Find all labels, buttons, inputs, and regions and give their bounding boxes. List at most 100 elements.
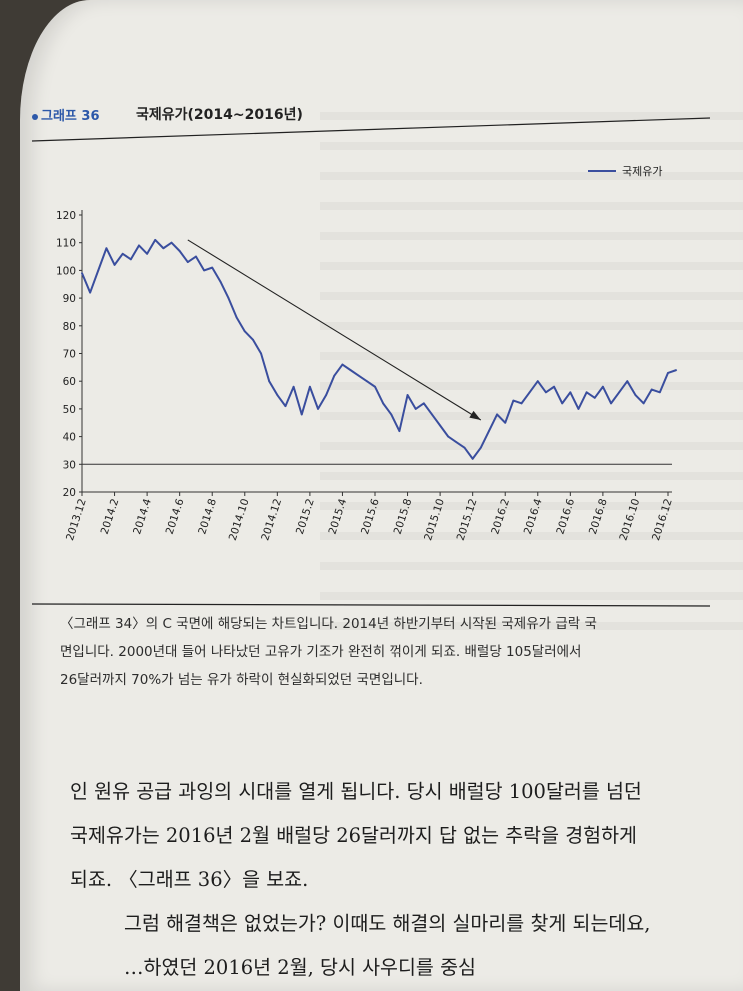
y-tick-label: 90 [63, 293, 76, 305]
data-point [520, 402, 523, 405]
data-point [374, 385, 376, 388]
data-point [406, 394, 409, 396]
x-tick-label: 2015.4 [327, 497, 350, 536]
data-point [382, 402, 385, 405]
chart-caption: 〈그래프 34〉의 C 국면에 해당되는 차트입니다. 2014년 하반기부터 … [60, 610, 720, 694]
data-point [357, 374, 360, 377]
data-point [227, 297, 230, 299]
chart-legend: 국제유가 [588, 165, 662, 178]
data-point [235, 316, 238, 319]
body-line: 그럼 해결책은 없었는가? 이때도 해결의 실마리를 찾게 되는데요, [124, 912, 651, 935]
data-point [463, 446, 466, 449]
data-point [536, 380, 539, 383]
body-line: …하였던 2016년 2월, 당시 사우디를 중심 [124, 956, 476, 979]
footer-rule [31, 603, 711, 607]
data-point [553, 385, 555, 388]
data-point [667, 371, 669, 374]
data-point [121, 252, 124, 255]
y-tick-label: 20 [63, 487, 76, 499]
data-point [675, 369, 678, 372]
y-tick-label: 110 [56, 238, 76, 250]
y-tick-label: 60 [63, 376, 76, 388]
data-point [626, 380, 629, 383]
plot-frame [81, 210, 672, 493]
x-tick-label: 2016.8 [587, 497, 610, 536]
caption-line: 〈그래프 34〉의 C 국면에 해당되는 차트입니다. 2014년 하반기부터 … [60, 616, 597, 632]
data-point [504, 421, 507, 424]
data-point [276, 394, 279, 396]
x-tick-label: 2016.6 [554, 497, 577, 536]
data-point [545, 391, 547, 394]
x-tick-label: 2015.6 [359, 497, 382, 536]
x-tick-label: 2015.2 [294, 497, 317, 536]
data-point [333, 374, 336, 377]
trend-arrow-head [469, 410, 481, 420]
x-tick-label: 2016.2 [489, 497, 512, 536]
caption-line: 면입니다. 2000년대 들어 나타났던 고유가 기조가 완전히 꺾이게 되죠.… [60, 644, 582, 660]
y-axis: 20 30 40 50 60 70 80 90 100 110 120 [56, 210, 82, 499]
data-point [439, 424, 442, 427]
data-point [170, 241, 173, 244]
y-tick-label: 120 [56, 210, 76, 222]
data-point [203, 269, 205, 272]
x-tick-label: 2016.10 [617, 497, 642, 542]
data-point [642, 402, 645, 405]
data-point [447, 435, 450, 438]
data-point [496, 413, 498, 416]
data-point [97, 269, 100, 272]
graph-header: 그래프 36 국제유가(2014~2016년) [32, 103, 722, 143]
data-point [528, 391, 531, 394]
data-point [219, 280, 222, 283]
data-point [154, 239, 157, 241]
y-tick-label: 30 [63, 459, 76, 471]
data-point [455, 441, 458, 444]
data-point [195, 255, 197, 258]
data-point [260, 352, 262, 355]
data-point [634, 394, 637, 396]
data-point [284, 405, 287, 408]
data-point [89, 291, 92, 294]
data-point [138, 244, 140, 247]
x-tick-label: 2014.6 [164, 497, 187, 536]
bleed-through-texture [320, 90, 743, 650]
x-tick-label: 2014.2 [99, 497, 122, 536]
data-point [178, 250, 181, 252]
data-point [610, 402, 612, 405]
data-point [479, 446, 482, 449]
x-tick-label: 2015.10 [422, 497, 447, 542]
x-tick-label: 2013.12 [64, 497, 89, 542]
data-point [162, 247, 165, 250]
body-line: 인 원유 공급 과잉의 시대를 열게 됩니다. 당시 배럴당 100달러를 넘던 [70, 780, 642, 803]
data-point [349, 369, 352, 372]
trend-arrow-line [187, 239, 482, 421]
data-point [300, 413, 303, 416]
body-text: 인 원유 공급 과잉의 시대를 열게 됩니다. 당시 배럴당 100달러를 넘던… [70, 770, 720, 990]
y-tick-label: 70 [63, 349, 76, 361]
legend-label: 국제유가 [622, 165, 662, 178]
x-axis: 2013.12 2014.2 2014.4 2014.6 2014.8 2014.10 20… [64, 492, 675, 542]
data-point [585, 391, 588, 394]
x-tick-label: 2015.12 [455, 497, 480, 542]
y-tick-label: 40 [63, 432, 76, 444]
book-page: 그래프 36 국제유가(2014~2016년) 국제유가 20 30 40 50 60 7… [20, 0, 743, 991]
graph-number-label: 그래프 36 [41, 109, 100, 124]
body-line: 국제유가는 2016년 2월 배럴당 26달러까지 답 없는 추락을 경험하게 [70, 824, 637, 847]
data-point [488, 430, 490, 432]
data-point [105, 247, 108, 250]
data-point [308, 385, 311, 388]
data-point [186, 261, 189, 263]
x-tick-label: 2015.8 [392, 497, 415, 536]
data-point [390, 413, 393, 416]
y-tick-label: 100 [56, 265, 76, 277]
data-point [317, 408, 319, 410]
data-point [292, 385, 295, 388]
data-point [113, 263, 116, 266]
data-point [569, 391, 572, 394]
data-point [601, 385, 604, 388]
data-point [577, 408, 580, 410]
data-point [650, 388, 653, 391]
y-tick-label: 50 [63, 404, 76, 416]
data-point [618, 391, 621, 394]
data-point [593, 396, 596, 399]
data-point [341, 363, 344, 366]
